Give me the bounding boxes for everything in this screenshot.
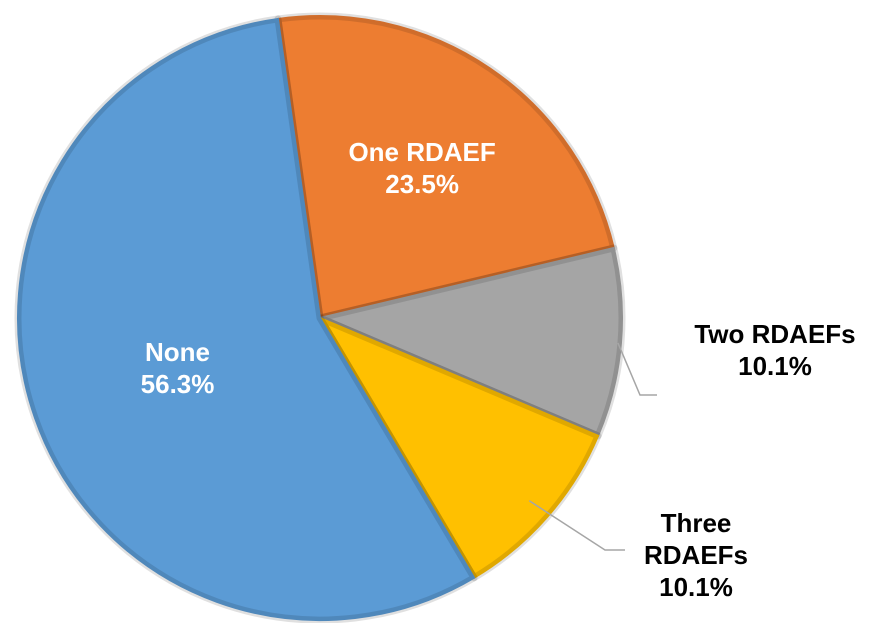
slice-label: One RDAEF 23.5% (348, 136, 495, 200)
value-label: 56.3% (140, 369, 215, 399)
pie-slice (276, 15, 615, 320)
slice-edge (316, 314, 602, 582)
slice-label: None 56.3% (141, 336, 215, 400)
category-label: Two RDAEFs (694, 319, 856, 349)
value-label: 10.1% (738, 351, 812, 381)
slice-label: Two RDAEFs 10.1% (665, 318, 879, 382)
leader-line (528, 500, 625, 551)
pie-slice (316, 246, 623, 438)
pie-slice (317, 315, 600, 580)
slice-label: Three RDAEFs 10.1% (616, 507, 776, 603)
slice-edge (274, 12, 618, 322)
slice-edge (316, 244, 626, 440)
category-label: None (145, 337, 211, 367)
pie-slice (17, 17, 476, 621)
category-label: Three RDAEFs (643, 508, 748, 570)
leader-line (617, 342, 657, 396)
category-label: One RDAEF (348, 137, 496, 168)
value-label: 10.1% (659, 572, 733, 602)
value-label: 23.5% (385, 169, 459, 200)
slice-edge (14, 15, 478, 623)
